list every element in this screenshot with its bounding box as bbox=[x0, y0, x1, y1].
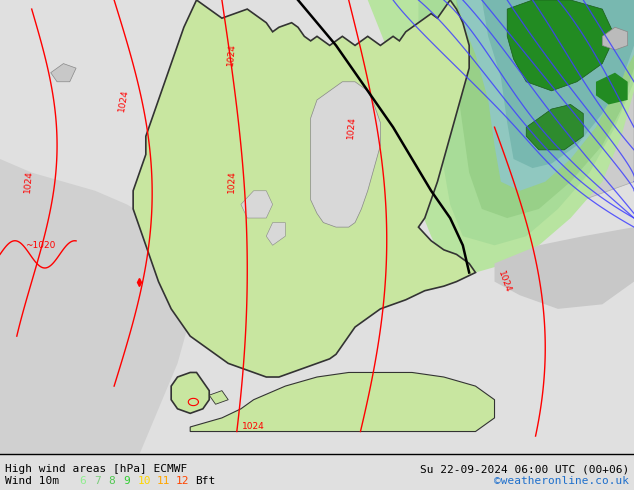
Polygon shape bbox=[482, 0, 634, 168]
Polygon shape bbox=[456, 0, 634, 191]
Text: 1024: 1024 bbox=[242, 422, 265, 432]
Polygon shape bbox=[418, 0, 634, 245]
Text: 12: 12 bbox=[176, 476, 189, 487]
Polygon shape bbox=[507, 0, 615, 91]
Polygon shape bbox=[311, 82, 380, 227]
Polygon shape bbox=[209, 391, 228, 404]
Polygon shape bbox=[368, 0, 634, 272]
Text: High wind areas [hPa] ECMWF: High wind areas [hPa] ECMWF bbox=[5, 464, 187, 474]
Polygon shape bbox=[190, 372, 495, 432]
Text: 10: 10 bbox=[138, 476, 151, 487]
Polygon shape bbox=[266, 222, 285, 245]
Text: 6: 6 bbox=[79, 476, 86, 487]
Text: 1024: 1024 bbox=[346, 116, 358, 139]
Text: Su 22-09-2024 06:00 UTC (00+06): Su 22-09-2024 06:00 UTC (00+06) bbox=[420, 464, 629, 474]
Polygon shape bbox=[133, 0, 476, 377]
Polygon shape bbox=[456, 0, 634, 218]
Polygon shape bbox=[171, 372, 209, 414]
Text: 1024: 1024 bbox=[496, 270, 512, 294]
Text: 1024: 1024 bbox=[226, 43, 237, 66]
Text: ©weatheronline.co.uk: ©weatheronline.co.uk bbox=[494, 476, 629, 487]
Text: 7: 7 bbox=[94, 476, 101, 487]
Polygon shape bbox=[596, 73, 628, 104]
Polygon shape bbox=[51, 64, 76, 82]
Polygon shape bbox=[241, 191, 273, 218]
Polygon shape bbox=[526, 104, 583, 150]
Text: ~1020: ~1020 bbox=[25, 241, 56, 250]
Polygon shape bbox=[0, 159, 190, 454]
Polygon shape bbox=[602, 27, 628, 50]
Text: 1024: 1024 bbox=[117, 88, 130, 112]
Text: 11: 11 bbox=[157, 476, 170, 487]
Text: Bft: Bft bbox=[195, 476, 215, 487]
Polygon shape bbox=[393, 0, 634, 218]
Text: Wind 10m: Wind 10m bbox=[5, 476, 72, 487]
Text: 9: 9 bbox=[123, 476, 130, 487]
Polygon shape bbox=[495, 227, 634, 309]
Text: 1024: 1024 bbox=[23, 170, 34, 194]
Text: 1024: 1024 bbox=[226, 170, 236, 193]
Text: 8: 8 bbox=[108, 476, 115, 487]
